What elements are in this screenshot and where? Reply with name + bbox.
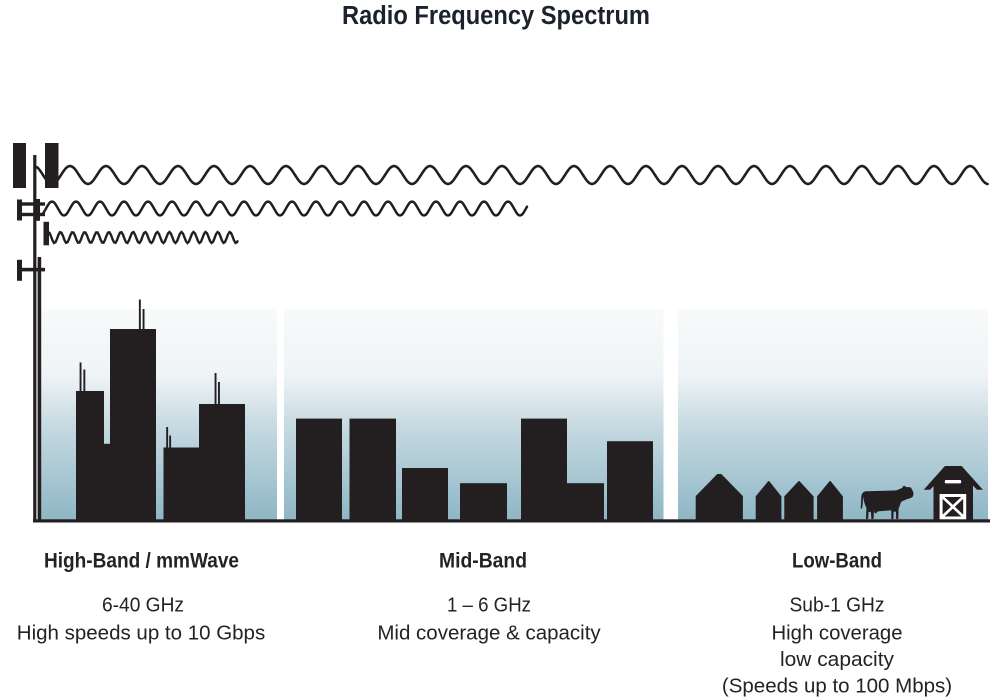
svg-text:High-Band / mmWave: High-Band / mmWave (44, 549, 239, 573)
svg-text:Low-Band: Low-Band (792, 549, 882, 573)
svg-text:High speeds up to 10 Gbps: High speeds up to 10 Gbps (17, 622, 265, 645)
svg-text:Mid coverage & capacity: Mid coverage & capacity (377, 622, 601, 645)
svg-text:High coverage: High coverage (772, 622, 903, 645)
svg-text:Sub-1 GHz: Sub-1 GHz (790, 594, 885, 617)
svg-text:low capacity: low capacity (780, 648, 895, 671)
svg-text:Mid-Band: Mid-Band (439, 549, 527, 573)
svg-text:Radio Frequency Spectrum: Radio Frequency Spectrum (342, 2, 650, 30)
svg-text:1 – 6 GHz: 1 – 6 GHz (447, 594, 531, 617)
svg-text:(Speeds up to 100 Mbps): (Speeds up to 100 Mbps) (722, 675, 952, 698)
svg-text:6-40 GHz: 6-40 GHz (102, 594, 184, 617)
